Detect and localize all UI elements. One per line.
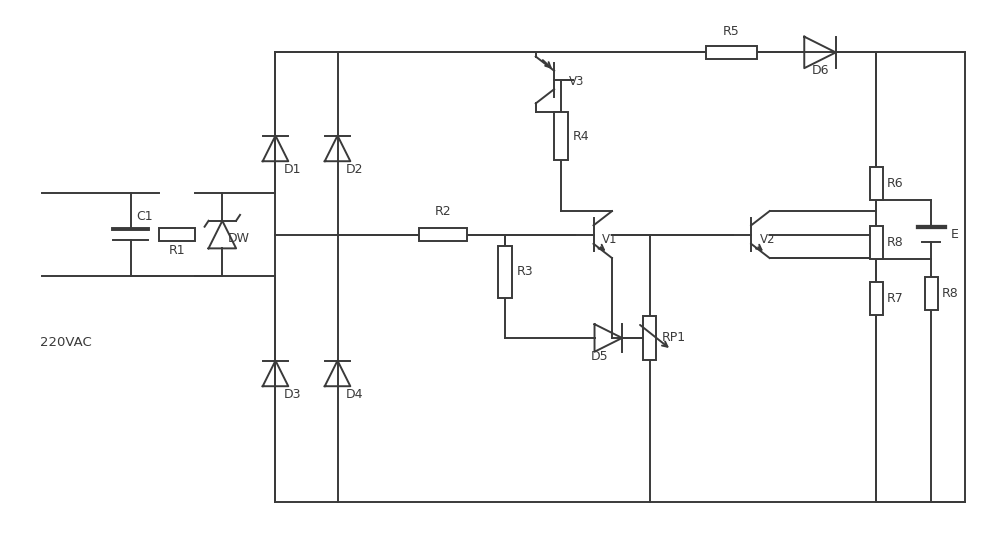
Text: V1: V1 [602, 233, 617, 246]
Bar [925, 277, 938, 311]
Text: R1: R1 [169, 244, 185, 257]
Text: D2: D2 [345, 163, 363, 176]
Bar [643, 316, 656, 360]
Bar [498, 246, 512, 298]
Bar [870, 166, 883, 200]
Bar [554, 113, 568, 160]
Text: V2: V2 [759, 233, 775, 246]
Text: R8: R8 [887, 236, 904, 249]
Text: R2: R2 [435, 205, 451, 218]
Text: D4: D4 [345, 388, 363, 401]
Text: D3: D3 [283, 388, 301, 401]
Bar [159, 228, 195, 242]
Bar [870, 282, 883, 316]
Text: DW: DW [228, 232, 250, 245]
Text: RP1: RP1 [661, 331, 686, 344]
Text: D1: D1 [283, 163, 301, 176]
Text: R8: R8 [942, 287, 959, 300]
Text: R7: R7 [887, 292, 904, 305]
Text: C1: C1 [137, 210, 153, 223]
Text: 220VAC: 220VAC [40, 336, 92, 349]
Text: R5: R5 [723, 24, 740, 38]
Text: R4: R4 [573, 129, 589, 143]
Text: E: E [951, 228, 959, 241]
Bar [419, 228, 467, 242]
Bar [870, 226, 883, 259]
Text: R3: R3 [517, 265, 533, 279]
Bar [706, 46, 757, 59]
Text: V3: V3 [569, 75, 585, 88]
Text: D5: D5 [591, 350, 608, 363]
Text: D6: D6 [811, 64, 829, 77]
Text: R6: R6 [887, 177, 904, 190]
